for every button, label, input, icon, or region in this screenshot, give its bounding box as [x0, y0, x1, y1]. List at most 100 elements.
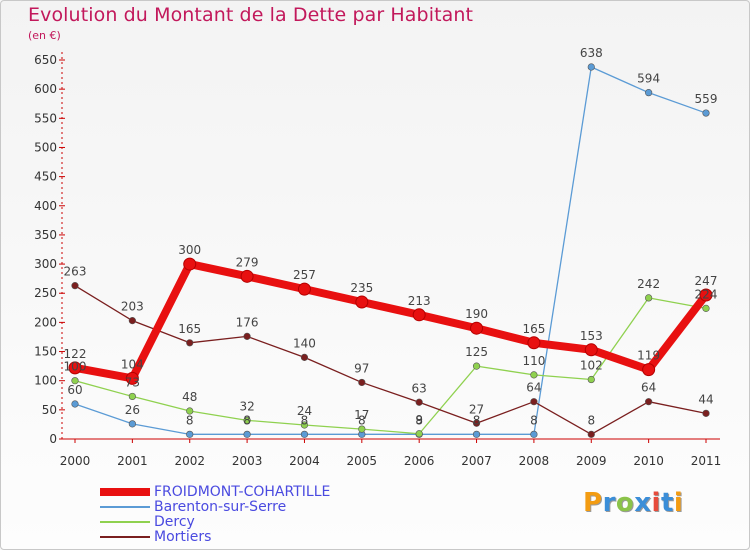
- series-line: [74, 66, 707, 435]
- x-tick-label: 2002: [174, 454, 205, 468]
- logo-letter: P: [583, 488, 603, 518]
- data-label: 110: [522, 354, 545, 368]
- y-tick-label: 150: [34, 345, 57, 359]
- data-label: 104: [121, 357, 144, 371]
- logo-letter: i: [651, 488, 661, 518]
- data-label: 8: [301, 413, 309, 427]
- data-point: [584, 343, 598, 357]
- legend-item: Dercy: [100, 514, 380, 531]
- data-label: 73: [125, 375, 140, 389]
- data-label: 263: [64, 265, 87, 279]
- data-point: [358, 425, 366, 433]
- proxiti-logo: Proxiti: [583, 488, 683, 518]
- y-tick-label: 550: [34, 111, 57, 125]
- data-point: [527, 336, 541, 350]
- data-label: 190: [465, 307, 488, 321]
- data-point: [186, 407, 194, 415]
- data-point: [71, 377, 79, 385]
- data-label: 153: [580, 329, 603, 343]
- data-label: 17: [354, 408, 369, 422]
- data-point: [412, 308, 426, 322]
- series-line: [71, 260, 710, 383]
- y-tick-label: 300: [34, 257, 57, 271]
- data-label: 64: [641, 381, 656, 395]
- data-label: 235: [350, 281, 373, 295]
- data-label: 140: [293, 336, 316, 350]
- chart-title: Evolution du Montant de la Dette par Hab…: [28, 4, 474, 26]
- data-label: 26: [125, 403, 140, 417]
- data-point: [300, 353, 309, 361]
- data-point: [186, 430, 194, 438]
- x-tick-label: 2001: [117, 454, 148, 468]
- data-point: [243, 430, 251, 438]
- data-point: [243, 332, 251, 340]
- data-point: [355, 295, 369, 309]
- logo-letter: t: [660, 488, 674, 518]
- data-label: 8: [530, 413, 538, 427]
- x-tick-label: 2010: [633, 454, 664, 468]
- data-label: 48: [182, 390, 197, 404]
- data-point: [470, 321, 484, 335]
- data-point: [415, 398, 423, 406]
- data-point: [530, 398, 538, 406]
- data-label: 8: [587, 413, 595, 427]
- logo-letter: i: [673, 488, 684, 518]
- legend-label: FROIDMONT-COHARTILLE: [154, 484, 331, 500]
- x-tick-label: 2008: [519, 454, 550, 468]
- data-label: 242: [637, 277, 660, 291]
- y-tick-label: 50: [42, 403, 57, 417]
- data-point: [125, 371, 139, 385]
- data-label: 594: [637, 72, 660, 86]
- data-label: 32: [239, 399, 254, 413]
- data-point: [472, 362, 481, 370]
- data-point: [297, 282, 311, 296]
- data-label: 119: [637, 349, 660, 363]
- x-tick-label: 2004: [289, 454, 320, 468]
- data-label: 8: [473, 413, 481, 427]
- data-label: 165: [522, 322, 545, 336]
- data-point: [300, 421, 309, 429]
- legend-item: FROIDMONT-COHARTILLE: [100, 484, 380, 501]
- data-point: [530, 371, 538, 379]
- data-point: [186, 339, 194, 347]
- y-unit-label: (en €): [28, 29, 61, 42]
- data-point: [128, 420, 136, 428]
- y-tick-label: 400: [34, 199, 57, 213]
- data-point: [243, 416, 251, 424]
- x-tick-label: 2009: [576, 454, 607, 468]
- data-point: [699, 288, 713, 302]
- series-line: [74, 297, 707, 435]
- legend-item: Mortiers: [100, 529, 380, 546]
- data-label: 247: [695, 274, 718, 288]
- y-tick-label: 650: [34, 53, 57, 67]
- logo-letter: r: [602, 488, 616, 518]
- data-point: [71, 282, 79, 290]
- y-tick-label: 350: [34, 228, 57, 242]
- data-label: 559: [695, 92, 718, 106]
- data-point: [415, 430, 423, 438]
- data-label: 176: [236, 315, 259, 329]
- data-label: 100: [64, 360, 87, 374]
- data-label: 102: [580, 359, 603, 373]
- x-tick-label: 2005: [347, 454, 378, 468]
- legend-label: Mortiers: [154, 529, 212, 545]
- logo-letter: x: [634, 488, 652, 518]
- data-point: [128, 317, 136, 325]
- data-label: 44: [698, 392, 713, 406]
- data-label: 638: [580, 46, 603, 60]
- legend-swatch: [100, 488, 150, 496]
- data-point: [300, 430, 309, 438]
- data-label: 213: [408, 294, 431, 308]
- y-tick-label: 100: [34, 374, 57, 388]
- data-point: [642, 363, 656, 377]
- data-point: [472, 419, 481, 427]
- x-tick-label: 2006: [404, 454, 435, 468]
- data-label: 60: [67, 383, 82, 397]
- y-tick-label: 450: [34, 170, 57, 184]
- data-point: [702, 304, 710, 312]
- data-label: 63: [412, 381, 427, 395]
- data-label: 27: [469, 402, 484, 416]
- data-label: 8: [415, 413, 423, 427]
- legend-item: Barenton-sur-Serre: [100, 499, 380, 516]
